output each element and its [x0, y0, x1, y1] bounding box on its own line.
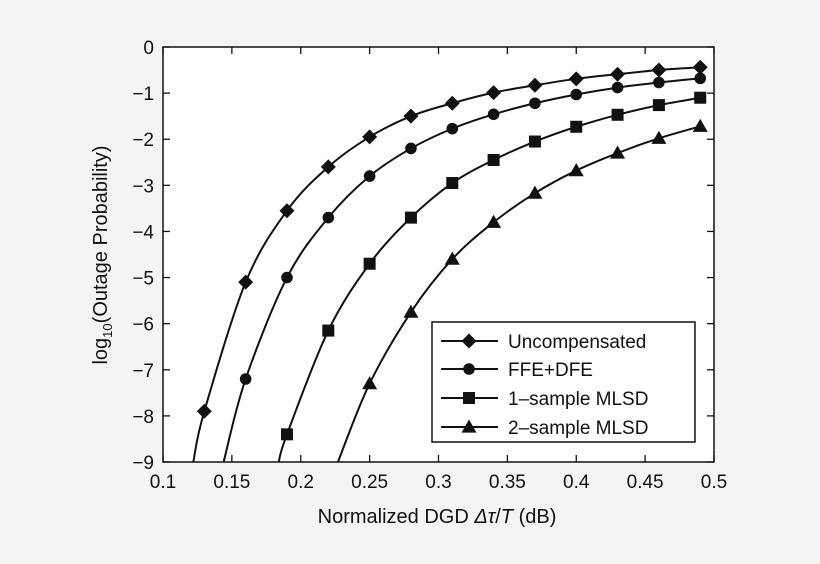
- circle-data-point: [570, 88, 583, 101]
- circle-data-point: [239, 373, 252, 385]
- x-axis-ticks: 0.1 0.15 0.2 0.25 0.3 0.35 0.4 0.45 0.5: [150, 47, 727, 493]
- diamond-data-point: [362, 129, 378, 145]
- circle-data-point: [653, 76, 665, 89]
- legend-circle-marker: [463, 363, 475, 375]
- legend-label: 2–sample MLSD: [508, 418, 648, 439]
- diamond-data-point: [486, 85, 502, 101]
- square-data-point: [570, 120, 583, 133]
- legend-triangle-marker: [461, 419, 477, 433]
- y-tick-label: −3: [132, 176, 154, 197]
- circle-data-point: [405, 142, 417, 155]
- triangle-data-point: [444, 251, 460, 265]
- diamond-data-point: [403, 108, 419, 124]
- circle-data-point: [281, 271, 293, 284]
- square-data-point: [446, 177, 459, 190]
- square-data-point: [652, 99, 665, 112]
- diamond-data-point: [320, 159, 336, 175]
- diamond-data-point: [568, 71, 584, 87]
- circle-data-point: [611, 81, 624, 94]
- y-tick-label: −1: [132, 84, 154, 105]
- diamond-data-point: [610, 66, 626, 82]
- diamond-data-point: [279, 203, 295, 219]
- y-axis-ticks: 0 −1 −2 −3 −4 −5 −6 −7 −8 −9: [132, 38, 714, 474]
- square-data-point: [528, 135, 541, 148]
- x-tick-label: 0.45: [627, 472, 664, 493]
- series-line-triangle: [337, 125, 701, 462]
- circle-data-point: [487, 108, 500, 121]
- y-tick-label: −9: [132, 453, 154, 474]
- y-tick-label: −2: [132, 130, 154, 151]
- x-tick-label: 0.5: [701, 472, 727, 493]
- diamond-data-point: [692, 59, 708, 75]
- legend-label: FFE+DFE: [508, 360, 593, 381]
- circle-data-point: [529, 97, 541, 110]
- y-tick-label: 0: [143, 38, 154, 59]
- triangle-data-point: [362, 376, 378, 390]
- square-data-point: [487, 153, 500, 166]
- x-tick-label: 0.35: [489, 472, 526, 493]
- y-tick-label: −4: [132, 222, 154, 243]
- y-tick-label: −7: [132, 361, 154, 382]
- circle-data-point: [363, 170, 376, 182]
- x-tick-label: 0.25: [351, 472, 388, 493]
- circle-data-point: [322, 211, 335, 224]
- x-axis-title: Normalized DGD Δτ/T (dB): [318, 506, 557, 528]
- diamond-data-point: [238, 274, 254, 290]
- triangle-data-point: [651, 130, 667, 144]
- x-tick-label: 0.4: [563, 472, 590, 493]
- y-axis-title: log10(Outage Probability): [90, 145, 115, 364]
- x-tick-label: 0.2: [288, 472, 314, 493]
- circle-data-point: [446, 122, 459, 135]
- triangle-data-point: [610, 145, 626, 159]
- square-data-point: [404, 211, 417, 224]
- legend-diamond-marker: [461, 333, 477, 349]
- legend-label: 1–sample MLSD: [508, 389, 648, 410]
- diamond-data-point: [444, 95, 460, 111]
- square-data-point: [611, 108, 624, 121]
- triangle-data-point: [527, 185, 543, 199]
- x-tick-label: 0.3: [425, 472, 451, 493]
- square-data-point: [363, 257, 376, 270]
- square-data-point: [322, 324, 335, 337]
- y-tick-label: −6: [132, 315, 154, 336]
- square-data-point: [280, 428, 293, 441]
- x-tick-label: 0.15: [213, 472, 250, 493]
- triangle-data-point: [403, 304, 419, 318]
- diamond-data-point: [651, 62, 667, 78]
- legend: Uncompensated FFE+DFE 1–sample MLSD 2–sampl…: [431, 321, 696, 443]
- triangle-data-point: [486, 214, 502, 228]
- y-tick-label: −8: [132, 407, 154, 428]
- y-tick-label: −5: [132, 269, 154, 290]
- diamond-data-point: [527, 77, 543, 93]
- triangle-data-point: [692, 118, 708, 132]
- diamond-data-point: [196, 403, 212, 419]
- series-markers: [196, 59, 708, 441]
- legend-label: Uncompensated: [508, 332, 646, 353]
- legend-square-marker: [463, 392, 475, 404]
- square-data-point: [694, 91, 707, 104]
- x-tick-label: 0.1: [150, 472, 176, 493]
- triangle-data-point: [568, 163, 584, 177]
- circle-data-point: [694, 72, 707, 85]
